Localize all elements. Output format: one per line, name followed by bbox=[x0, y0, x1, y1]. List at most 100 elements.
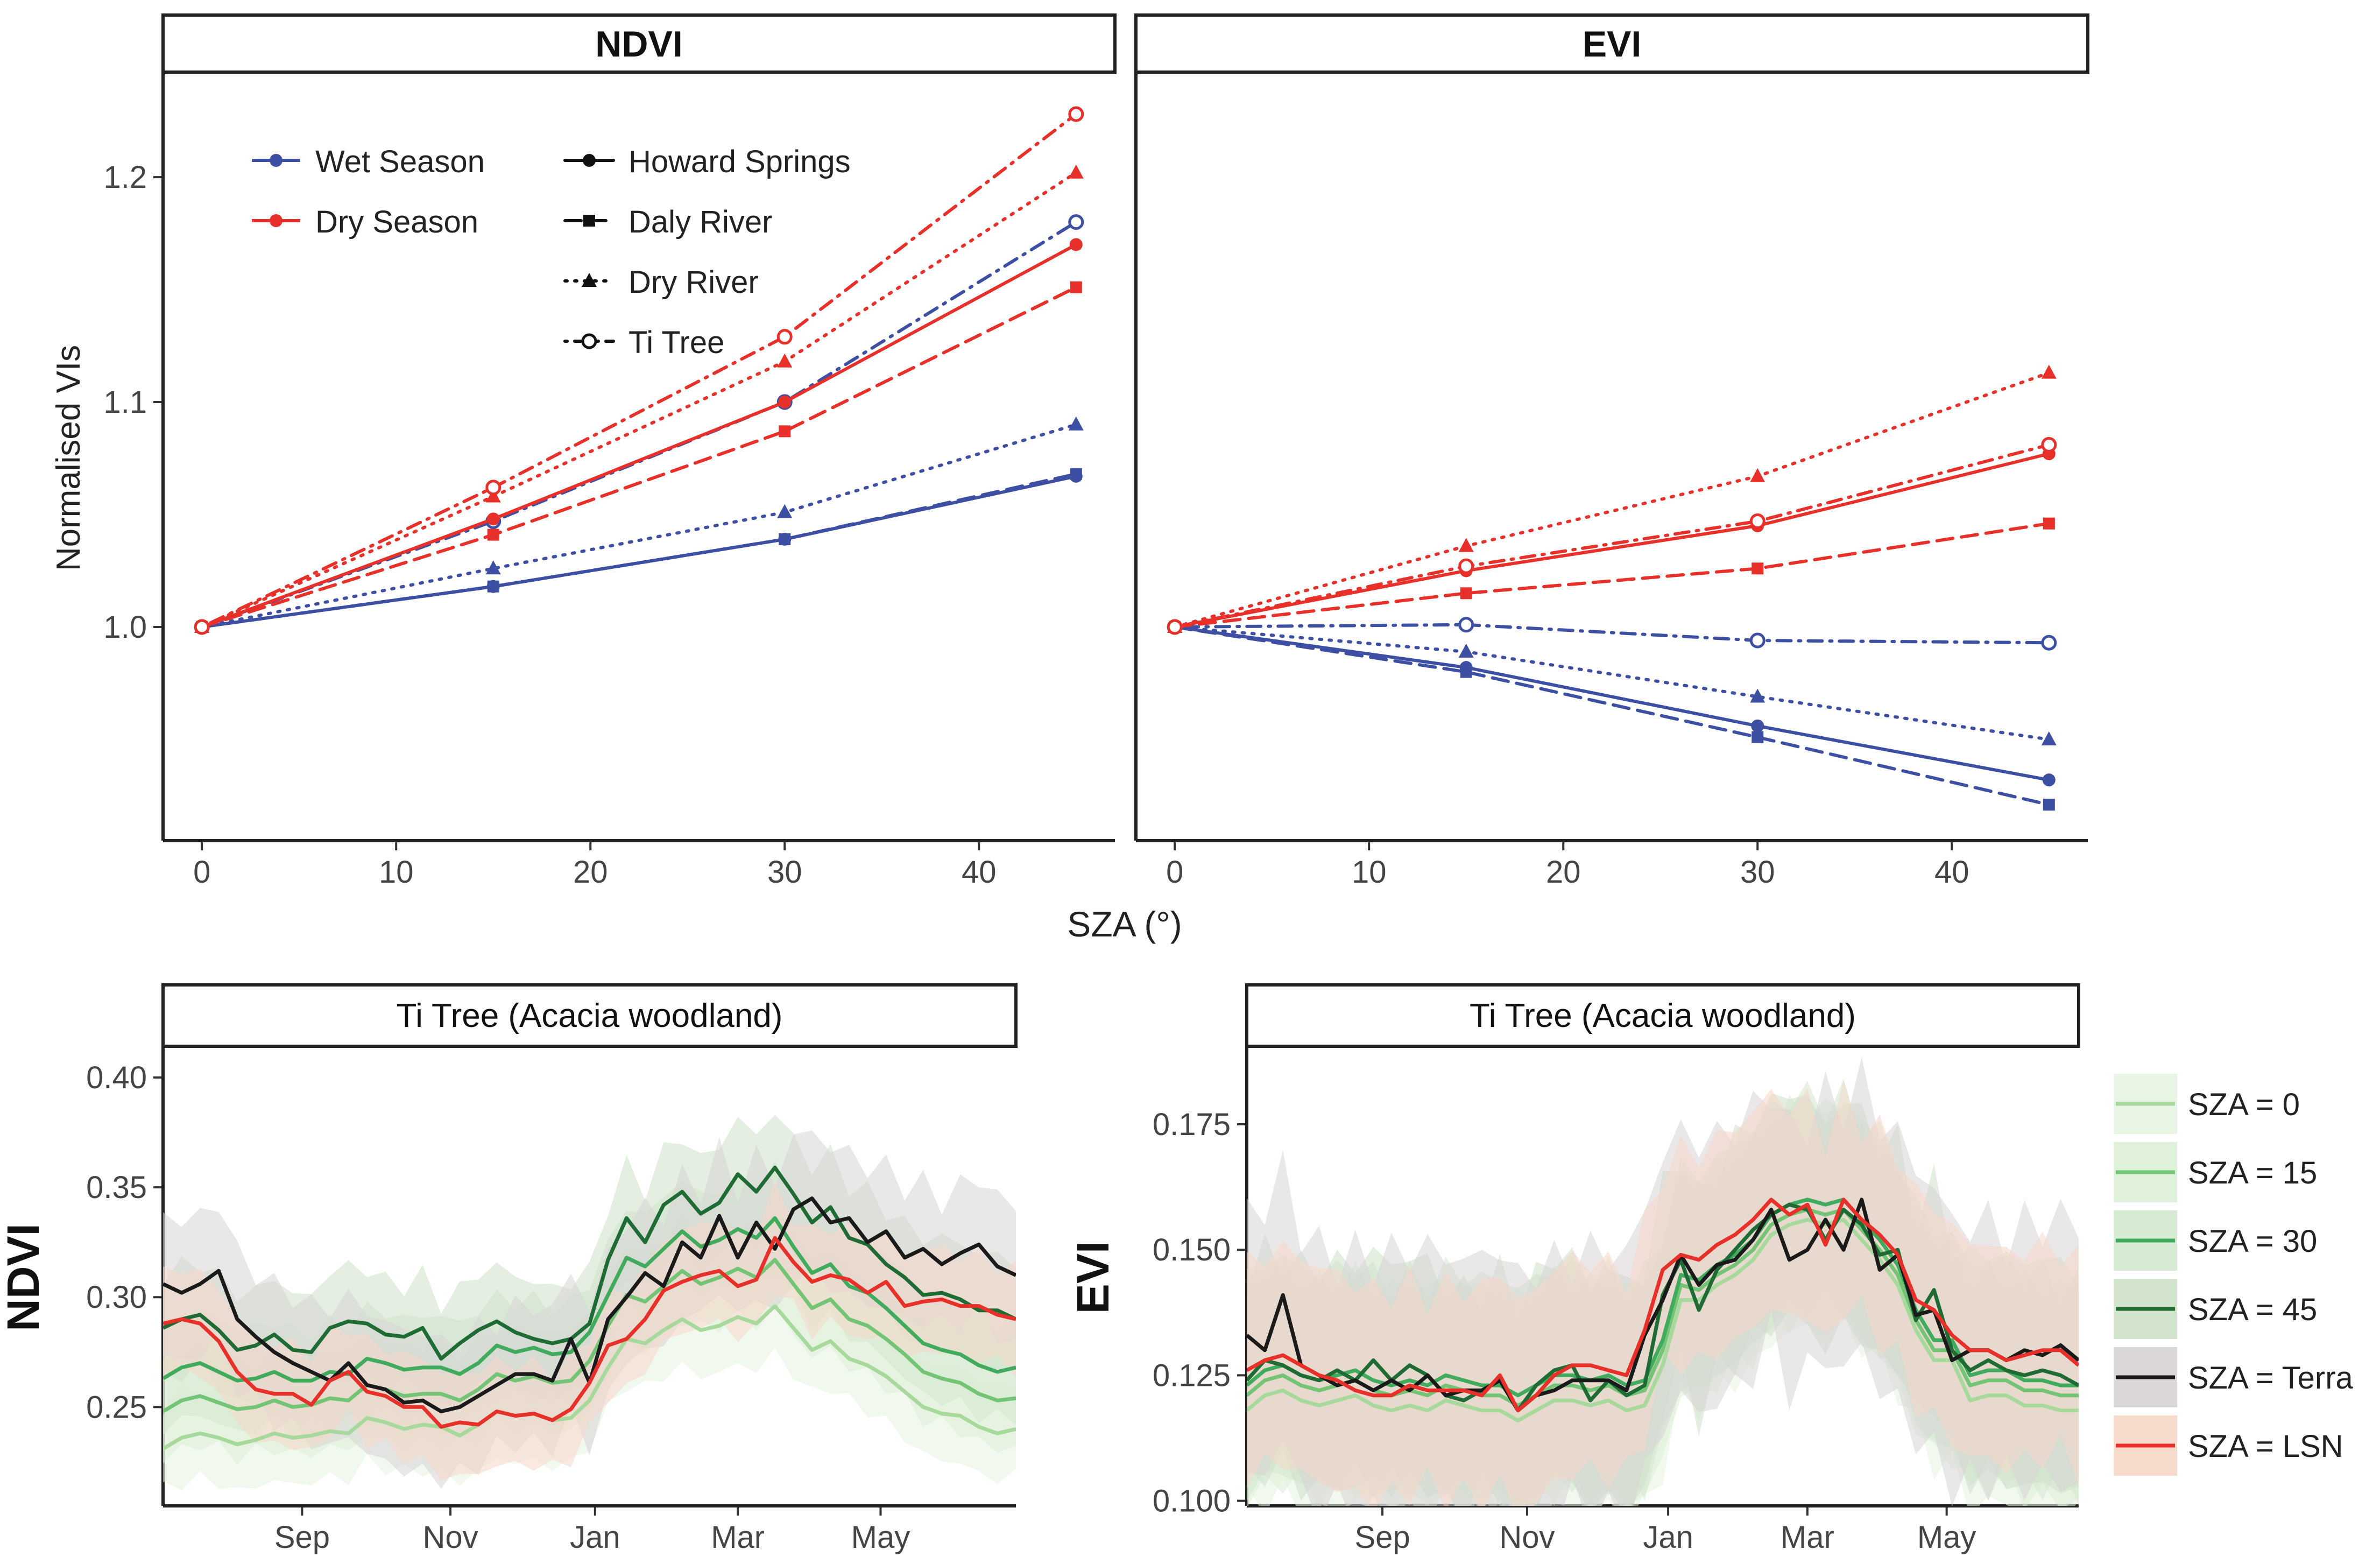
legend-swatch-marker bbox=[581, 333, 597, 349]
data-point bbox=[1458, 538, 1474, 552]
data-point bbox=[777, 353, 793, 368]
line-sza-0 bbox=[163, 1304, 1016, 1450]
axes-4: Sep Nov Jan Mar May 0.100 0.125 0.150 0.175 bbox=[1153, 1047, 2079, 1555]
legend-label: SZA = 45 bbox=[2188, 1292, 2317, 1327]
facet-strip-box bbox=[161, 983, 1018, 1048]
y-tick-label: 0.25 bbox=[86, 1390, 147, 1425]
x-tick-label: 30 bbox=[1740, 855, 1775, 890]
x-axis-title: SZA (°) bbox=[1067, 904, 1182, 944]
legend-item-sza-lsn: SZA = LSN bbox=[2114, 1415, 2343, 1476]
legend-item-daly-river: Daly River bbox=[563, 205, 773, 239]
axes-2: 0 10 20 30 40 bbox=[1134, 74, 2088, 890]
data-point bbox=[485, 560, 501, 575]
data-point bbox=[1752, 731, 1764, 743]
legend-label: SZA = 15 bbox=[2188, 1156, 2317, 1190]
facet-strip-2: EVI bbox=[1134, 13, 2089, 74]
x-tick-label: 10 bbox=[1352, 855, 1387, 890]
facet-strip-box bbox=[1134, 13, 2089, 74]
line-sza-30 bbox=[163, 1216, 1016, 1383]
plot-4 bbox=[1247, 1056, 2079, 1506]
data-point bbox=[487, 580, 499, 593]
data-point bbox=[1068, 164, 1084, 179]
band-sza-lsn bbox=[163, 1180, 1016, 1481]
y-tick-label: 0.40 bbox=[86, 1060, 147, 1095]
panel-title: EVI bbox=[1583, 24, 1642, 65]
y-axis-title: Normalised VIs bbox=[50, 345, 87, 571]
data-point bbox=[1460, 666, 1472, 678]
x-tick-label: Jan bbox=[570, 1520, 620, 1555]
data-point bbox=[1068, 106, 1084, 122]
data-point bbox=[2041, 731, 2057, 745]
y-tick-label: 0.100 bbox=[1153, 1484, 1231, 1519]
legend-swatch-marker bbox=[270, 214, 283, 227]
data-point bbox=[776, 329, 793, 345]
x-tick-label: Jan bbox=[1643, 1520, 1693, 1555]
y-tick-label: 0.35 bbox=[86, 1170, 147, 1205]
x-tick-label: 0 bbox=[193, 855, 210, 890]
series-line bbox=[1173, 625, 2051, 741]
legend-swatch-marker bbox=[583, 154, 596, 167]
data-point bbox=[1068, 214, 1084, 230]
series-line bbox=[1173, 522, 2051, 629]
data-point bbox=[2042, 773, 2056, 787]
line-sza-lsn bbox=[1247, 1197, 2079, 1413]
facet-strip-3: Ti Tree (Acacia woodland) bbox=[161, 983, 1018, 1048]
line-sza-15 bbox=[163, 1258, 1016, 1413]
legend-item-dry-river: Dry River bbox=[563, 265, 759, 300]
facet-strip-1: NDVI bbox=[161, 13, 1117, 74]
x-tick-label: 10 bbox=[379, 855, 414, 890]
panel-title: Ti Tree (Acacia woodland) bbox=[1470, 997, 1856, 1034]
axes-3: Sep Nov Jan Mar May 0.25 0.30 0.35 0.40 bbox=[86, 1047, 1016, 1555]
x-tick-label: May bbox=[1917, 1520, 1976, 1555]
y-tick-label: 0.150 bbox=[1153, 1232, 1231, 1267]
series-line bbox=[1173, 371, 2051, 629]
data-point bbox=[1458, 643, 1474, 658]
y-axis-title: EVI bbox=[1068, 1241, 1118, 1314]
series-line bbox=[1173, 625, 2051, 782]
x-tick-label: 20 bbox=[573, 855, 608, 890]
axes-1: 0 10 20 30 40 1.0 1.1 1.2 bbox=[103, 74, 1115, 890]
series-line bbox=[1173, 625, 2051, 807]
x-tick-label: Mar bbox=[1781, 1520, 1834, 1555]
data-point bbox=[779, 533, 791, 545]
legend-label: SZA = 0 bbox=[2188, 1087, 2300, 1122]
series-line bbox=[200, 472, 1078, 629]
data-point bbox=[1752, 562, 1764, 575]
data-point bbox=[486, 512, 500, 526]
line-sza-0 bbox=[1247, 1217, 2079, 1422]
y-tick-label: 0.30 bbox=[86, 1280, 147, 1315]
legend-item-sza-0: SZA = 0 bbox=[2114, 1074, 2300, 1134]
legend-swatch-marker bbox=[583, 215, 595, 227]
y-tick-label: 1.2 bbox=[103, 160, 147, 195]
legend-item-dry-season: Dry Season bbox=[252, 205, 478, 239]
facet-strip-4: Ti Tree (Acacia woodland) bbox=[1245, 983, 2080, 1048]
data-point bbox=[1751, 719, 1764, 732]
x-tick-label: Sep bbox=[274, 1520, 330, 1555]
legend-item-sza-15: SZA = 15 bbox=[2114, 1142, 2317, 1202]
series-line bbox=[200, 112, 1078, 629]
data-point bbox=[1458, 558, 1474, 574]
y-axis-title: NDVI bbox=[0, 1223, 48, 1331]
data-point bbox=[1460, 587, 1472, 600]
x-tick-label: 40 bbox=[1934, 855, 1969, 890]
data-point bbox=[1458, 617, 1474, 633]
legend-item-ti-tree: Ti Tree bbox=[563, 325, 724, 360]
legend-label: SZA = Terra bbox=[2188, 1361, 2354, 1396]
data-point bbox=[2041, 364, 2057, 379]
line-sza-terra bbox=[1247, 1197, 2079, 1413]
panel-title: Ti Tree (Acacia woodland) bbox=[397, 997, 783, 1034]
data-point bbox=[1749, 632, 1765, 649]
legend-label: Daly River bbox=[628, 205, 773, 239]
x-tick-label: Nov bbox=[1499, 1520, 1555, 1555]
data-point bbox=[778, 396, 792, 409]
line-sza-lsn bbox=[163, 1236, 1016, 1429]
legend-item-wet-season: Wet Season bbox=[252, 144, 485, 179]
legend-label: Ti Tree bbox=[628, 325, 724, 360]
data-point bbox=[777, 504, 793, 518]
data-point bbox=[2043, 517, 2055, 530]
data-point bbox=[1069, 238, 1083, 251]
data-point bbox=[2041, 635, 2057, 651]
data-point bbox=[1070, 281, 1082, 293]
series-dry-season-ti-tree bbox=[1167, 436, 2057, 635]
